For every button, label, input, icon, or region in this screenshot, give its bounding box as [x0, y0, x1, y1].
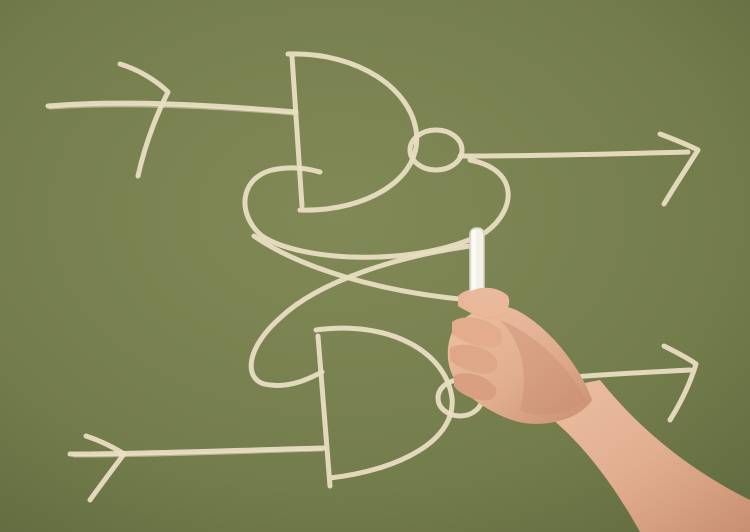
bottom-nand-gate	[67, 325, 699, 503]
output-arrow-icon	[457, 149, 691, 159]
top-nand-gate	[45, 51, 701, 260]
nand-gate-icon	[285, 51, 420, 213]
hand-holding-chalk	[447, 227, 750, 532]
input-arrow-icon	[67, 445, 327, 457]
nand-gate-icon	[313, 325, 455, 489]
